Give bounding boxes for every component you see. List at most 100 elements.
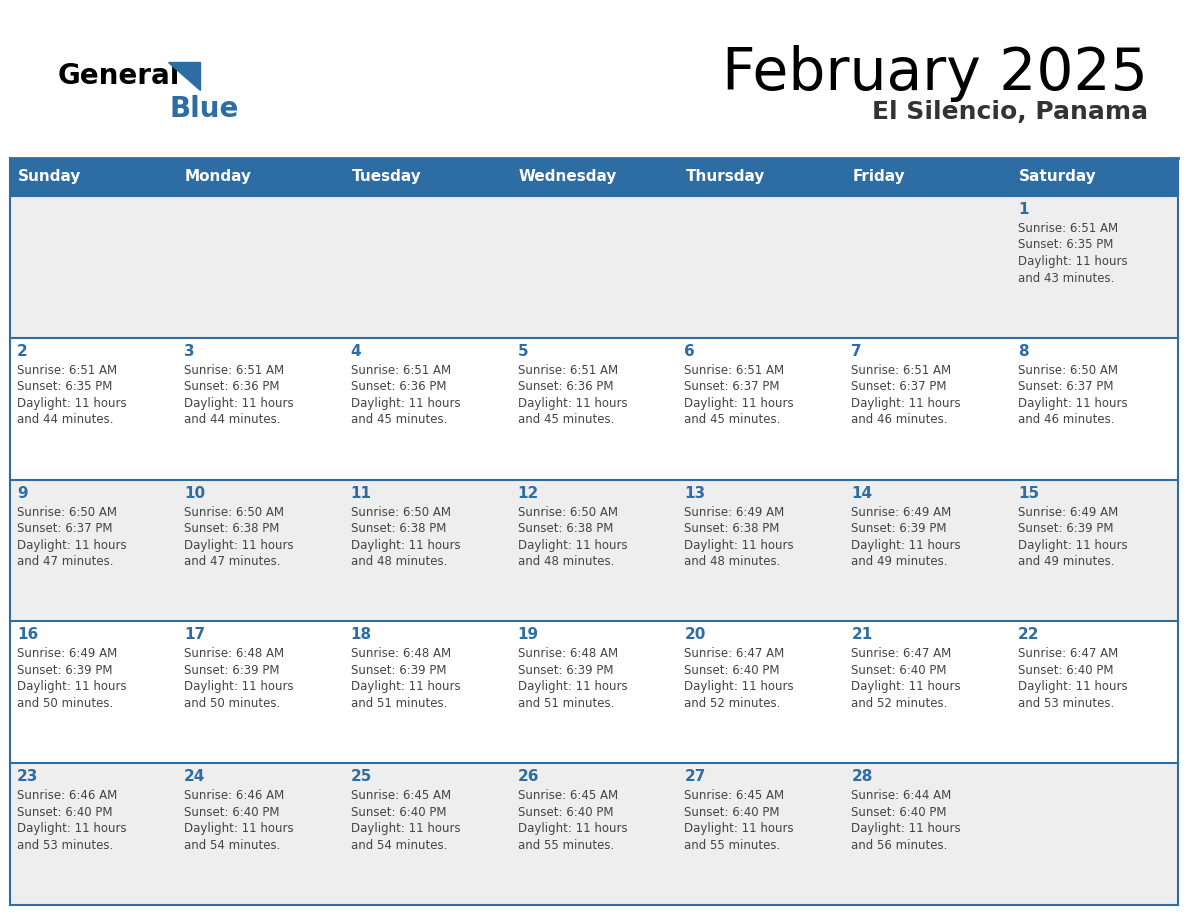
Text: Daylight: 11 hours: Daylight: 11 hours (1018, 680, 1127, 693)
Bar (10, 763, 1178, 905)
Bar (10, 479, 1178, 621)
Text: and 47 minutes.: and 47 minutes. (184, 555, 280, 568)
Text: Sunset: 6:37 PM: Sunset: 6:37 PM (852, 380, 947, 393)
Text: and 51 minutes.: and 51 minutes. (518, 697, 614, 710)
Text: 4: 4 (350, 344, 361, 359)
Text: Sunset: 6:40 PM: Sunset: 6:40 PM (1018, 664, 1113, 677)
Text: Sunrise: 6:51 AM: Sunrise: 6:51 AM (852, 364, 952, 376)
Text: Sunrise: 6:49 AM: Sunrise: 6:49 AM (684, 506, 785, 519)
Text: Daylight: 11 hours: Daylight: 11 hours (518, 680, 627, 693)
Text: Daylight: 11 hours: Daylight: 11 hours (1018, 539, 1127, 552)
Text: Daylight: 11 hours: Daylight: 11 hours (17, 539, 127, 552)
Text: Sunrise: 6:47 AM: Sunrise: 6:47 AM (852, 647, 952, 660)
Text: Daylight: 11 hours: Daylight: 11 hours (350, 680, 460, 693)
Bar (10, 621, 1178, 763)
Text: Daylight: 11 hours: Daylight: 11 hours (17, 680, 127, 693)
Text: Daylight: 11 hours: Daylight: 11 hours (350, 397, 460, 409)
Text: 15: 15 (1018, 486, 1040, 500)
Text: Daylight: 11 hours: Daylight: 11 hours (518, 397, 627, 409)
Bar (511, 158, 677, 196)
Text: Sunrise: 6:50 AM: Sunrise: 6:50 AM (518, 506, 618, 519)
Text: and 43 minutes.: and 43 minutes. (1018, 272, 1114, 285)
Text: 10: 10 (184, 486, 206, 500)
Text: Sunset: 6:40 PM: Sunset: 6:40 PM (852, 664, 947, 677)
Text: 8: 8 (1018, 344, 1029, 359)
Text: Monday: Monday (185, 170, 252, 185)
Text: Sunrise: 6:50 AM: Sunrise: 6:50 AM (1018, 364, 1118, 376)
Text: Sunrise: 6:49 AM: Sunrise: 6:49 AM (852, 506, 952, 519)
Text: 14: 14 (852, 486, 872, 500)
Text: Sunset: 6:35 PM: Sunset: 6:35 PM (1018, 239, 1113, 252)
Bar (10, 158, 177, 196)
Bar (677, 158, 845, 196)
Text: Sunrise: 6:51 AM: Sunrise: 6:51 AM (684, 364, 784, 376)
Text: Friday: Friday (852, 170, 905, 185)
Bar (845, 158, 1011, 196)
Text: and 54 minutes.: and 54 minutes. (184, 839, 280, 852)
Text: Sunrise: 6:50 AM: Sunrise: 6:50 AM (17, 506, 116, 519)
Text: Sunset: 6:40 PM: Sunset: 6:40 PM (350, 806, 447, 819)
Text: Daylight: 11 hours: Daylight: 11 hours (852, 823, 961, 835)
Text: Sunrise: 6:44 AM: Sunrise: 6:44 AM (852, 789, 952, 802)
Text: Daylight: 11 hours: Daylight: 11 hours (17, 823, 127, 835)
Text: Sunset: 6:40 PM: Sunset: 6:40 PM (17, 806, 113, 819)
Text: 6: 6 (684, 344, 695, 359)
Text: 12: 12 (518, 486, 539, 500)
Text: Daylight: 11 hours: Daylight: 11 hours (684, 397, 794, 409)
Text: Sunday: Sunday (18, 170, 81, 185)
Text: Daylight: 11 hours: Daylight: 11 hours (518, 539, 627, 552)
Bar (10, 338, 1178, 479)
Text: Sunset: 6:36 PM: Sunset: 6:36 PM (350, 380, 447, 393)
Text: 18: 18 (350, 627, 372, 643)
Text: Sunrise: 6:46 AM: Sunrise: 6:46 AM (184, 789, 284, 802)
Text: Sunset: 6:37 PM: Sunset: 6:37 PM (17, 522, 113, 535)
Text: Daylight: 11 hours: Daylight: 11 hours (1018, 255, 1127, 268)
Text: Daylight: 11 hours: Daylight: 11 hours (350, 539, 460, 552)
Text: 24: 24 (184, 769, 206, 784)
Text: Sunset: 6:37 PM: Sunset: 6:37 PM (1018, 380, 1113, 393)
Text: and 44 minutes.: and 44 minutes. (184, 413, 280, 426)
Text: Sunset: 6:37 PM: Sunset: 6:37 PM (684, 380, 781, 393)
Text: and 53 minutes.: and 53 minutes. (17, 839, 113, 852)
Text: 21: 21 (852, 627, 872, 643)
Text: Sunset: 6:39 PM: Sunset: 6:39 PM (184, 664, 279, 677)
Text: and 55 minutes.: and 55 minutes. (684, 839, 781, 852)
Text: and 46 minutes.: and 46 minutes. (1018, 413, 1114, 426)
Bar (1011, 158, 1178, 196)
Text: 26: 26 (518, 769, 539, 784)
Text: and 52 minutes.: and 52 minutes. (852, 697, 948, 710)
Text: and 46 minutes.: and 46 minutes. (852, 413, 948, 426)
Text: Daylight: 11 hours: Daylight: 11 hours (184, 680, 293, 693)
Text: Sunrise: 6:51 AM: Sunrise: 6:51 AM (184, 364, 284, 376)
Text: 5: 5 (518, 344, 529, 359)
Text: Sunset: 6:39 PM: Sunset: 6:39 PM (518, 664, 613, 677)
Text: and 55 minutes.: and 55 minutes. (518, 839, 614, 852)
Text: Sunset: 6:40 PM: Sunset: 6:40 PM (684, 664, 781, 677)
Text: 9: 9 (17, 486, 27, 500)
Text: General: General (58, 62, 181, 90)
Text: Sunset: 6:39 PM: Sunset: 6:39 PM (1018, 522, 1113, 535)
Text: Daylight: 11 hours: Daylight: 11 hours (684, 680, 794, 693)
Text: Sunset: 6:40 PM: Sunset: 6:40 PM (184, 806, 279, 819)
Text: Sunrise: 6:49 AM: Sunrise: 6:49 AM (17, 647, 118, 660)
Text: 22: 22 (1018, 627, 1040, 643)
Text: and 48 minutes.: and 48 minutes. (518, 555, 614, 568)
Text: Sunset: 6:36 PM: Sunset: 6:36 PM (518, 380, 613, 393)
Text: 27: 27 (684, 769, 706, 784)
Text: February 2025: February 2025 (722, 45, 1148, 102)
Text: 2: 2 (17, 344, 27, 359)
Text: Sunset: 6:40 PM: Sunset: 6:40 PM (518, 806, 613, 819)
Text: 16: 16 (17, 627, 38, 643)
Text: 17: 17 (184, 627, 206, 643)
Text: Daylight: 11 hours: Daylight: 11 hours (1018, 397, 1127, 409)
Text: Sunrise: 6:47 AM: Sunrise: 6:47 AM (1018, 647, 1118, 660)
Text: Daylight: 11 hours: Daylight: 11 hours (184, 539, 293, 552)
Text: 25: 25 (350, 769, 372, 784)
Text: Sunrise: 6:48 AM: Sunrise: 6:48 AM (350, 647, 450, 660)
Text: and 45 minutes.: and 45 minutes. (350, 413, 447, 426)
Text: and 54 minutes.: and 54 minutes. (350, 839, 447, 852)
Text: and 49 minutes.: and 49 minutes. (852, 555, 948, 568)
Text: Sunset: 6:35 PM: Sunset: 6:35 PM (17, 380, 113, 393)
Text: and 45 minutes.: and 45 minutes. (684, 413, 781, 426)
Text: 1: 1 (1018, 202, 1029, 217)
